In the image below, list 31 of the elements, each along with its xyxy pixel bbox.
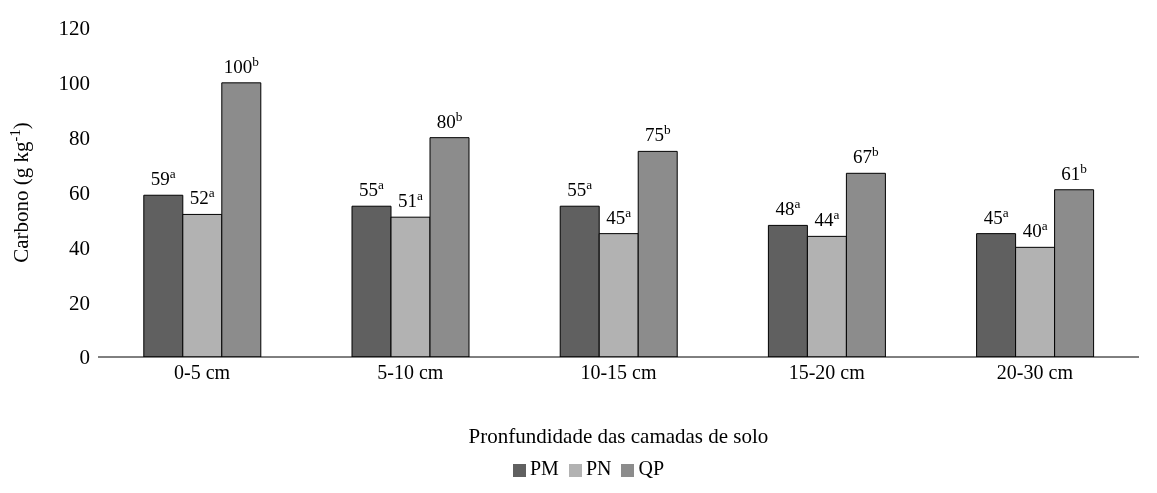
x-tick-label: 20-30 cm xyxy=(996,361,1074,384)
data-label: 100$^{b}$ xyxy=(223,53,260,77)
data-label: 48$^{a}$ xyxy=(775,195,801,220)
y-tick-label: 40 xyxy=(69,235,90,260)
legend-label: QP xyxy=(638,457,665,479)
y-tick-label: 80 xyxy=(69,126,90,151)
data-label: 67$^{b}$ xyxy=(853,143,880,168)
x-tick-label: 0-5 cm xyxy=(174,361,231,384)
data-label: 80$^{b}$ xyxy=(436,108,463,132)
y-tick-label: 100 xyxy=(58,71,90,96)
data-label: 59$^{a}$ xyxy=(150,165,176,190)
data-label: 44$^{a}$ xyxy=(814,206,840,231)
x-tick-label: 15-20 cm xyxy=(788,361,866,384)
data-label: 45$^{a}$ xyxy=(983,204,1009,228)
x-axis-title: Pronfundidade das camadas de solo xyxy=(468,424,769,448)
data-label: 40$^{a}$ xyxy=(1022,217,1048,242)
x-tick-label: 5-10 cm xyxy=(377,361,444,384)
y-tick-label: 60 xyxy=(69,180,90,205)
y-tick-label: 120 xyxy=(58,16,90,41)
legend-label: PM xyxy=(529,457,559,479)
x-tick-label: 10-15 cm xyxy=(580,361,657,384)
y-tick-label: 20 xyxy=(69,290,90,315)
legend-label: PN xyxy=(585,457,612,479)
data-label: 75$^{b}$ xyxy=(644,121,671,146)
data-label: 45$^{a}$ xyxy=(606,204,632,228)
data-label: 52$^{a}$ xyxy=(189,184,215,209)
data-label: 55$^{a}$ xyxy=(359,176,385,201)
data-label: 55$^{a}$ xyxy=(567,176,593,201)
data-label: 61$^{b}$ xyxy=(1061,160,1088,184)
y-tick-label: 0 xyxy=(79,345,90,370)
data-label: 51$^{a}$ xyxy=(398,187,424,212)
